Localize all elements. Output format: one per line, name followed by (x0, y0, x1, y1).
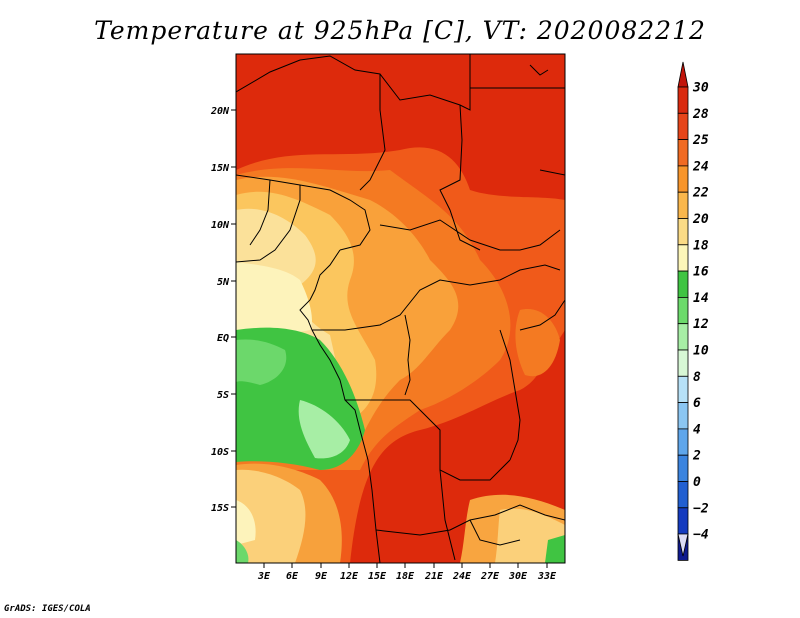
colorbar-cell (677, 139, 689, 167)
temp-band-sw-14 (236, 540, 249, 563)
temp-band-10-12 (298, 400, 350, 459)
colorbar-label: −4 (693, 528, 709, 543)
colorbar-label: 30 (692, 81, 709, 96)
colorbar-label: 12 (693, 317, 709, 332)
colorbar-cell (677, 218, 689, 246)
colorbar-cell (677, 375, 689, 403)
colorbar-cell (677, 323, 689, 351)
temp-band-east-24 (515, 309, 560, 377)
lon-label: 6E (286, 571, 299, 582)
lat-label: 20N (210, 106, 230, 117)
colorbar-label: 4 (693, 422, 701, 437)
lat-label: 15N (211, 163, 230, 174)
lon-axis: 3E 6E 9E 12E 15E 18E 21E 24E 27E 30E 33E (257, 563, 557, 582)
temp-band-12-14 (236, 339, 287, 385)
colorbar-cell (677, 349, 689, 377)
colorbar-label: 16 (693, 265, 709, 280)
colorbar-label: 24 (692, 159, 709, 174)
lon-label: 21E (424, 571, 444, 582)
colorbar-label: 0 (693, 475, 701, 490)
colorbar-label: 6 (693, 396, 701, 411)
lat-axis: 20N 15N 10N 5N EQ 5S 10S 15S (210, 106, 236, 514)
credit-text: GrADS: IGES/COLA (4, 604, 91, 614)
lon-label: 18E (396, 571, 415, 582)
colorbar-under-triangle (677, 533, 689, 557)
colorbar-cell (677, 402, 689, 430)
colorbar-label: 8 (693, 370, 701, 385)
lat-label: EQ (217, 333, 229, 344)
colorbar-over-triangle (677, 61, 689, 88)
map-frame (235, 53, 566, 564)
lat-label: 15S (211, 503, 229, 514)
colorbar-label: 10 (693, 344, 709, 359)
borders (236, 54, 565, 563)
colorbar-cell (677, 244, 689, 272)
lon-label: 24E (452, 571, 472, 582)
colorbar-label: 14 (693, 291, 709, 306)
lat-label: 10S (211, 447, 229, 458)
colorbar-label: 25 (692, 133, 709, 148)
lon-label: 3E (257, 571, 271, 582)
lat-label: 5N (217, 277, 230, 288)
colorbar-cell (677, 428, 689, 456)
colorbar-label: −2 (693, 501, 709, 516)
lon-label: 30E (508, 571, 528, 582)
colorbar-cell (677, 507, 689, 535)
lon-label: 9E (315, 571, 328, 582)
colorbar-cell (677, 86, 689, 114)
colorbar-label: 2 (692, 449, 701, 464)
lon-label: 27E (480, 571, 500, 582)
colorbar-label: 20 (692, 212, 709, 227)
colorbar-cell (677, 481, 689, 509)
temp-band-se-16 (545, 535, 565, 563)
colorbar-cell (677, 454, 689, 482)
colorbar-cell (677, 112, 689, 141)
lon-label: 12E (340, 571, 359, 582)
plot-title: Temperature at 925hPa [C], VT: 202008221… (94, 16, 706, 45)
temp-band-16-18 (236, 262, 312, 333)
lon-label: 15E (368, 571, 387, 582)
temp-band-sw-18 (236, 500, 256, 545)
colorbar-label: 18 (693, 238, 709, 253)
lat-label: 10N (211, 220, 230, 231)
colorbar-label: 22 (692, 186, 709, 201)
colorbar-cell (677, 270, 689, 298)
colorbar-cell (677, 165, 689, 193)
lon-label: 33E (537, 571, 557, 582)
temperature-field (236, 54, 565, 563)
colorbar-cell (677, 191, 689, 219)
colorbar-cell (677, 296, 689, 325)
lat-label: 5S (217, 390, 229, 401)
colorbar-label: 28 (692, 107, 709, 122)
